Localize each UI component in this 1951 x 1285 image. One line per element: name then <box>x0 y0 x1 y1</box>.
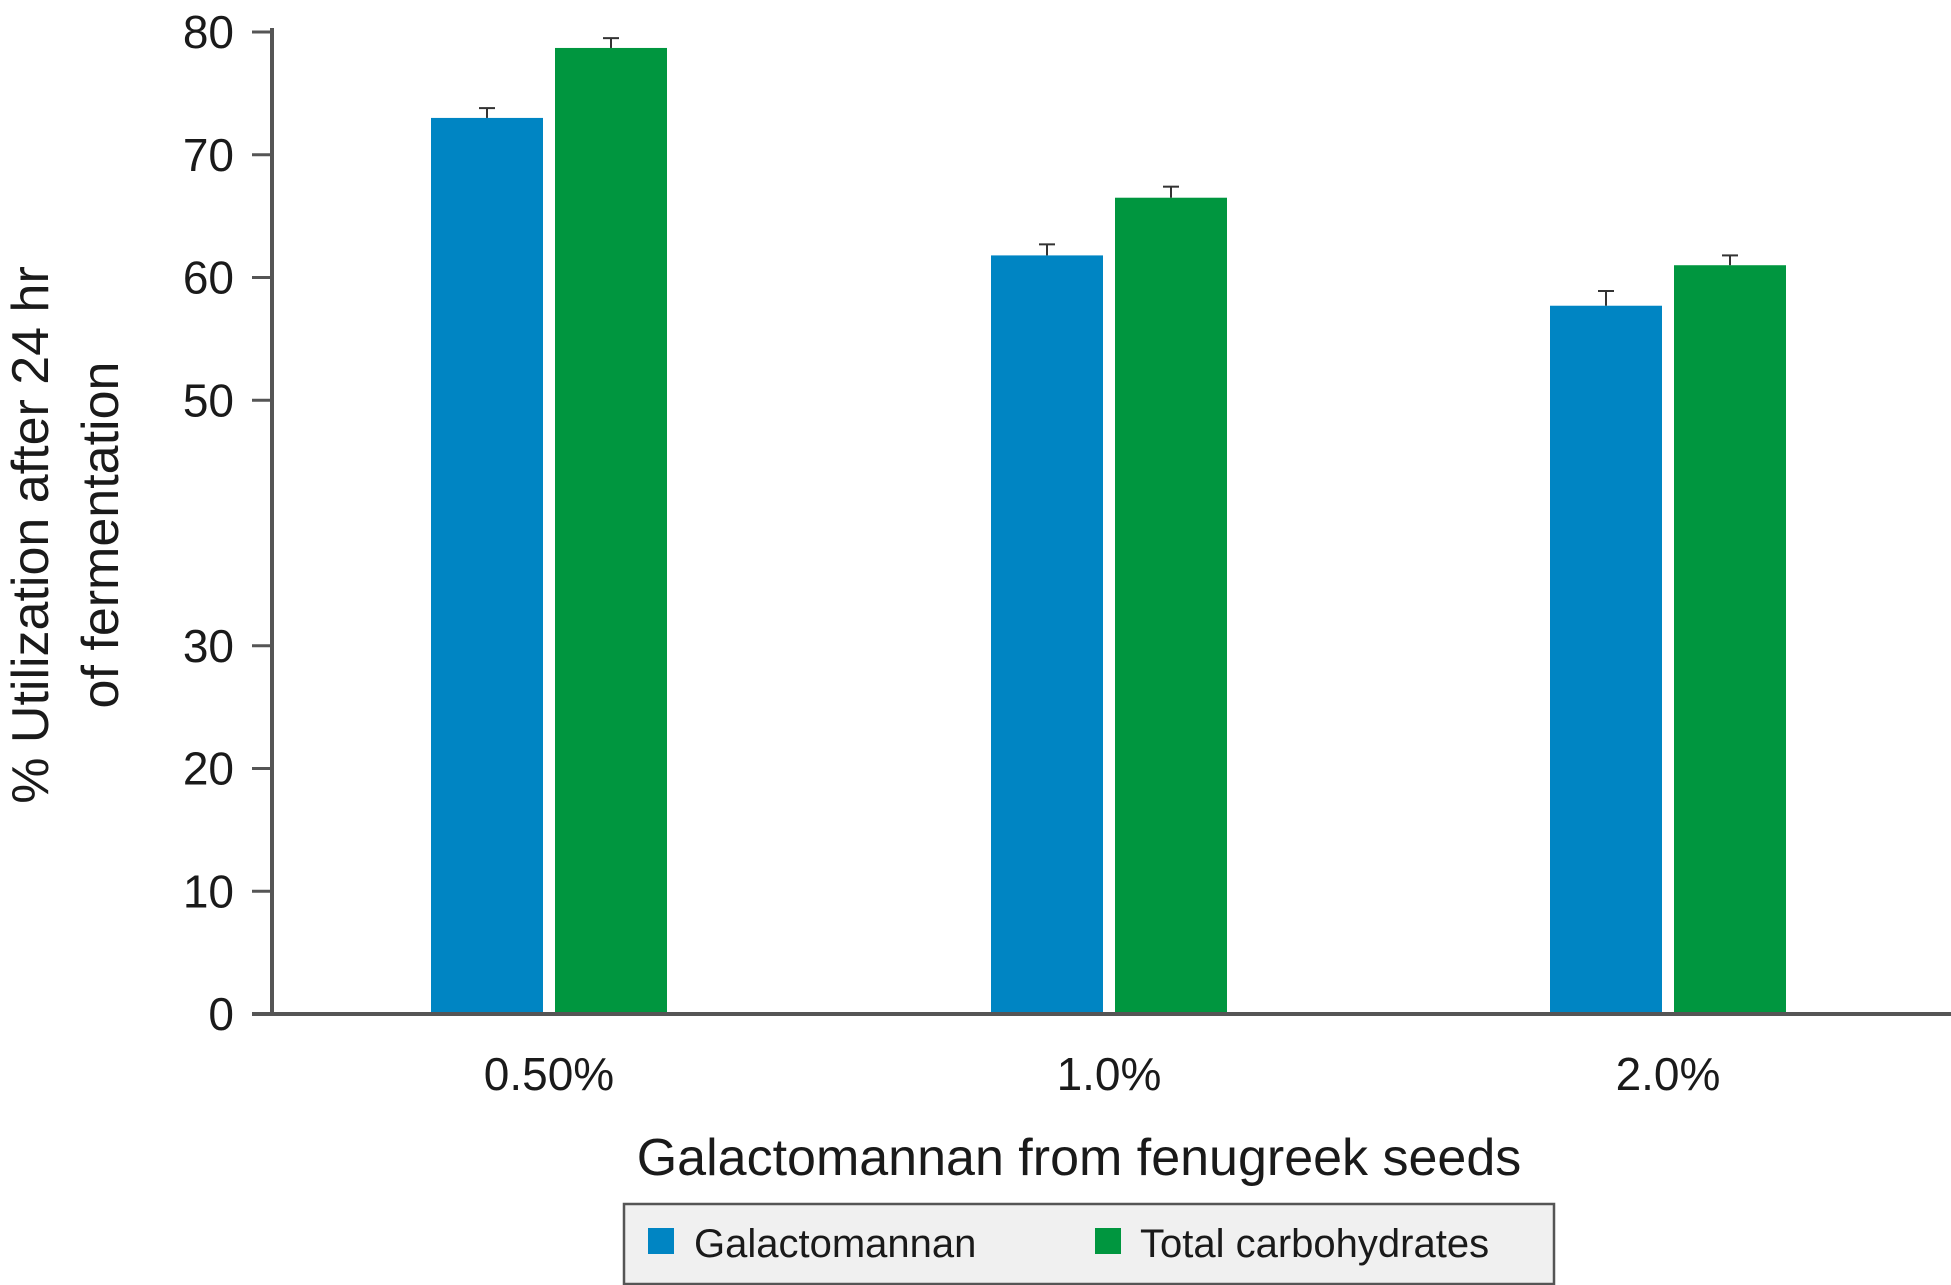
y-tick-label: 30 <box>183 620 234 672</box>
x-axis-category-labels: 0.50% 1.0% 2.0% <box>484 1048 1721 1100</box>
bar-galactomannan-3 <box>1550 305 1662 1014</box>
bar-total-carbohydrates-3 <box>1674 265 1786 1015</box>
legend-swatch-galactomannan <box>648 1228 674 1254</box>
bar-galactomannan-2 <box>991 255 1103 1014</box>
y-tick-label: 20 <box>183 743 234 795</box>
y-axis-title-line-1: % Utilization after 24 hr <box>2 266 60 804</box>
y-tick-label: 60 <box>183 252 234 304</box>
y-tick-label: 80 <box>183 6 234 58</box>
x-category-label: 2.0% <box>1616 1048 1721 1100</box>
error-bar <box>1722 254 1738 266</box>
y-axis-ticks: 0 10 20 30 50 60 70 80 <box>183 6 272 1040</box>
y-tick-label: 50 <box>183 374 234 426</box>
x-category-label: 0.50% <box>484 1048 614 1100</box>
error-bar <box>1039 243 1055 256</box>
error-bar <box>1598 290 1614 306</box>
legend: Galactomannan Total carbohydrates <box>622 1202 1556 1285</box>
y-tick-label: 0 <box>208 988 234 1040</box>
y-axis-title: % Utilization after 24 hr of fermentatio… <box>2 266 130 804</box>
legend-swatch-total-carbohydrates <box>1095 1228 1121 1254</box>
x-axis-title: Galactomannan from fenugreek seeds <box>637 1129 1522 1187</box>
bar-total-carbohydrates-1 <box>555 47 667 1014</box>
legend-label-galactomannan: Galactomannan <box>694 1222 976 1266</box>
x-category-label: 1.0% <box>1057 1048 1162 1100</box>
bar-total-carbohydrates-2 <box>1115 197 1227 1014</box>
error-bar <box>479 107 495 118</box>
y-axis-title-line-2: of fermentation <box>72 362 130 709</box>
y-tick-label: 10 <box>183 865 234 917</box>
legend-box <box>622 1202 1556 1285</box>
bar-galactomannan-1 <box>431 117 543 1015</box>
bars <box>431 37 1786 1015</box>
legend-label-total-carbohydrates: Total carbohydrates <box>1140 1222 1489 1266</box>
error-bar <box>603 37 619 48</box>
error-bar <box>1163 185 1179 198</box>
y-tick-label: 70 <box>183 129 234 181</box>
